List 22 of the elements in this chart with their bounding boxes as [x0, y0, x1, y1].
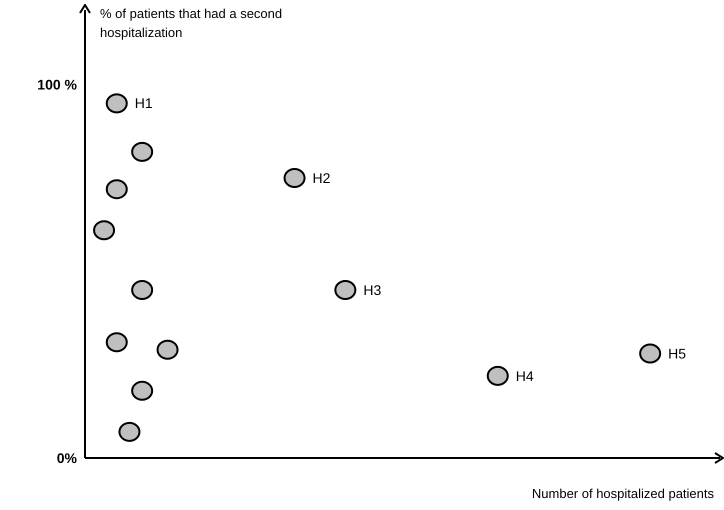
point	[284, 168, 306, 188]
point	[156, 340, 179, 360]
point	[131, 280, 154, 300]
point	[131, 142, 154, 162]
series-label: H5	[668, 345, 686, 362]
y-tick-label: 100 %	[37, 76, 78, 93]
point	[93, 220, 116, 240]
point	[106, 93, 128, 114]
point	[334, 280, 356, 300]
y-tick-label: 0%	[56, 450, 78, 466]
point	[486, 366, 509, 386]
series-label: H4	[516, 368, 534, 384]
series-label: H2	[312, 170, 331, 186]
point	[118, 422, 140, 442]
point	[106, 179, 128, 200]
y-axis-title: % of patients that had a second hospitalization	[100, 5, 284, 42]
point	[131, 380, 154, 401]
x-axis-title: Number of hospitalized patients	[532, 486, 714, 501]
point	[106, 332, 128, 352]
point	[639, 343, 662, 364]
series-label: H3	[363, 282, 382, 298]
series-label: H1	[134, 95, 153, 112]
